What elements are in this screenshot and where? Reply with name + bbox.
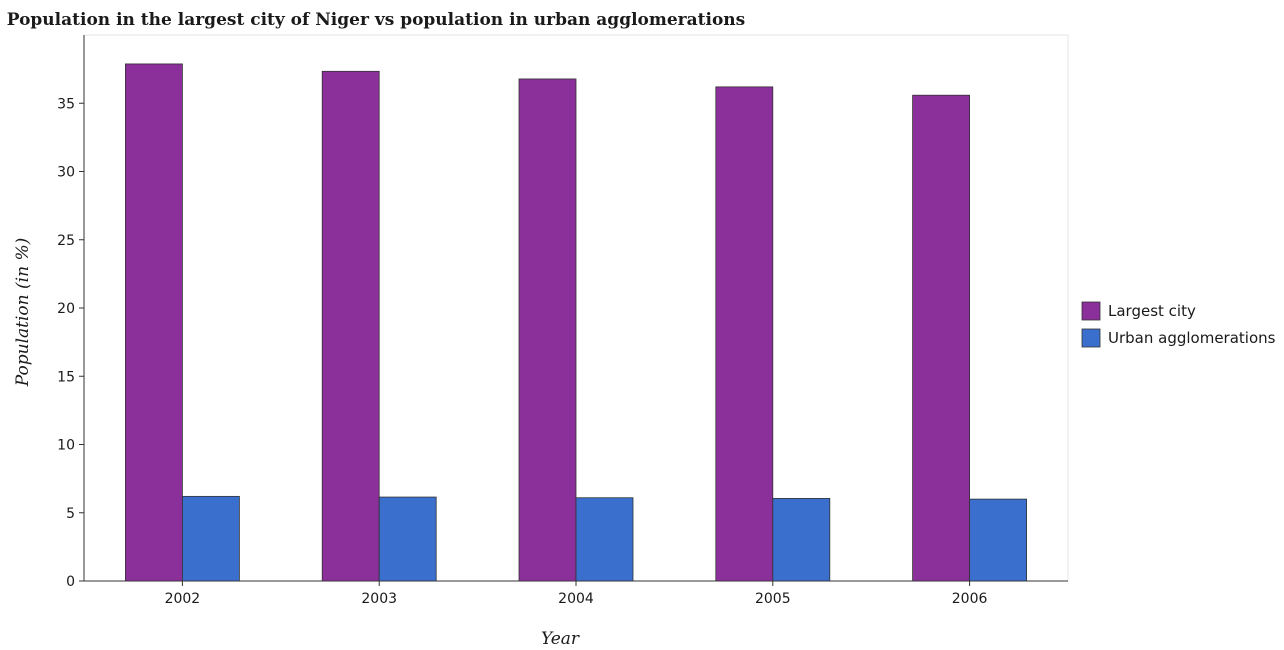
bar-urban-agglomerations [969,498,1027,582]
bar-largest-city [321,70,380,582]
y-tick-label: 25 [57,233,75,249]
y-axis-title: Population (in %) [13,238,33,387]
y-axis: 0 5 10 15 20 25 30 35 [57,35,85,590]
bar-largest-city [518,78,577,582]
x-tick-label: 2006 [952,591,988,607]
x-axis-title: Year [541,629,580,649]
y-tick-label: 0 [66,574,75,590]
y-tick-label: 10 [57,438,75,454]
bar-largest-city [125,63,183,582]
y-tick-label: 35 [57,96,75,112]
legend-swatch-urban-agglomerations [1081,328,1101,348]
legend-label-urban-agglomerations: Urban agglomerations [1108,329,1276,347]
y-tick-label: 5 [66,506,75,522]
x-tick-label: 2002 [165,591,201,607]
y-tick-label: 15 [57,369,75,385]
x-tick-label: 2003 [361,591,397,607]
bars [125,63,1027,582]
legend-label-largest-city: Largest city [1108,302,1196,320]
x-tick-label: 2005 [755,591,791,607]
x-axis: 2002 2003 2004 2005 2006 [84,580,1068,607]
bar-urban-agglomerations [575,497,634,582]
bar-largest-city [715,86,774,582]
chart-title: Population in the largest city of Niger … [7,10,746,30]
legend: Largest city Urban agglomerations [1081,301,1276,348]
bar-urban-agglomerations [772,498,831,582]
y-tick-label: 30 [57,165,75,181]
legend-swatch-largest-city [1081,301,1101,321]
bar-largest-city [912,94,970,582]
x-tick-label: 2004 [558,591,594,607]
bar-urban-agglomerations [181,495,240,582]
bar-urban-agglomerations [378,496,437,582]
y-tick-label: 20 [57,301,75,317]
